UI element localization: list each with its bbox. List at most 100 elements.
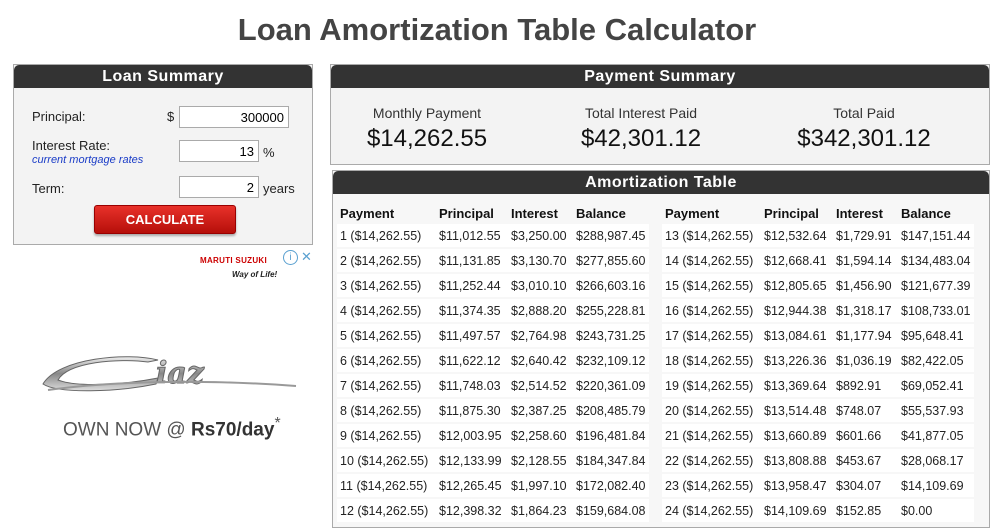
table-row: 14 ($14,262.55) $12,668.41 $1,594.14 $134,4… xyxy=(662,249,974,272)
interest-rate-input[interactable] xyxy=(179,140,259,162)
payment-cell: 17 ($14,262.55) xyxy=(662,324,761,347)
table-row: 8 ($14,262.55) $11,875.30 $2,387.25 $208,48… xyxy=(337,399,649,422)
column-header-balance: Balance xyxy=(576,205,626,221)
payment-cell: 12 ($14,262.55) xyxy=(337,499,436,522)
car-logo-icon: iaz xyxy=(42,356,297,392)
table-row: 18 ($14,262.55) $13,226.36 $1,036.19 $82,42… xyxy=(662,349,974,372)
ad-offer-text: OWN NOW @ Rs70/day* xyxy=(63,415,281,441)
principal-cell: $13,958.47 xyxy=(761,474,833,497)
interest-cell: $892.91 xyxy=(833,374,898,397)
interest-cell: $601.66 xyxy=(833,424,898,447)
loan-summary-heading: Loan Summary xyxy=(14,65,312,88)
table-row: 17 ($14,262.55) $13,084.61 $1,177.94 $95,64… xyxy=(662,324,974,347)
principal-cell: $13,808.88 xyxy=(761,449,833,472)
balance-cell: $134,483.04 xyxy=(898,249,974,272)
table-row: 20 ($14,262.55) $13,514.48 $748.07 $55,537.… xyxy=(662,399,974,422)
balance-cell: $277,855.60 xyxy=(573,249,649,272)
total-paid-label: Total Paid xyxy=(833,105,895,121)
balance-cell: $55,537.93 xyxy=(898,399,974,422)
principal-cell: $12,668.41 xyxy=(761,249,833,272)
principal-cell: $13,369.64 xyxy=(761,374,833,397)
table-row: 15 ($14,262.55) $12,805.65 $1,456.90 $121,6… xyxy=(662,274,974,297)
table-row: 6 ($14,262.55) $11,622.12 $2,640.42 $232,10… xyxy=(337,349,649,372)
payment-cell: 7 ($14,262.55) xyxy=(337,374,436,397)
payment-cell: 23 ($14,262.55) xyxy=(662,474,761,497)
column-header-interest: Interest xyxy=(836,205,883,221)
amortization-table-right: Payment Principal Interest Balance 13 ($… xyxy=(662,202,974,524)
principal-cell: $12,003.95 xyxy=(436,424,508,447)
principal-input[interactable] xyxy=(179,106,289,128)
payment-cell: 13 ($14,262.55) xyxy=(662,224,761,247)
principal-cell: $12,398.32 xyxy=(436,499,508,522)
table-row: 22 ($14,262.55) $13,808.88 $453.67 $28,068.… xyxy=(662,449,974,472)
interest-cell: $1,318.17 xyxy=(833,299,898,322)
interest-rate-label: Interest Rate: xyxy=(32,138,111,153)
table-row: 12 ($14,262.55) $12,398.32 $1,864.23 $159,6… xyxy=(337,499,649,522)
current-mortgage-rates-link[interactable]: current mortgage rates xyxy=(32,154,144,166)
interest-cell: $1,997.10 xyxy=(508,474,573,497)
table-row: 23 ($14,262.55) $13,958.47 $304.07 $14,109.… xyxy=(662,474,974,497)
monthly-payment-label: Monthly Payment xyxy=(372,105,482,121)
column-header-payment: Payment xyxy=(340,205,395,221)
loan-summary-panel: Loan Summary Principal: $ Interest Rate:… xyxy=(13,64,313,245)
payment-cell: 5 ($14,262.55) xyxy=(337,324,436,347)
total-interest-label: Total Interest Paid xyxy=(584,105,698,121)
payment-cell: 16 ($14,262.55) xyxy=(662,299,761,322)
balance-cell: $208,485.79 xyxy=(573,399,649,422)
balance-cell: $41,877.05 xyxy=(898,424,974,447)
table-row: 9 ($14,262.55) $12,003.95 $2,258.60 $196,48… xyxy=(337,424,649,447)
total-interest-value: $42,301.12 xyxy=(580,125,702,152)
principal-cell: $11,131.85 xyxy=(436,249,508,272)
principal-cell: $12,805.65 xyxy=(761,274,833,297)
principal-cell: $11,497.57 xyxy=(436,324,508,347)
interest-cell: $3,130.70 xyxy=(508,249,573,272)
interest-cell: $453.67 xyxy=(833,449,898,472)
payment-summary-heading: Payment Summary xyxy=(331,65,989,88)
principal-cell: $12,532.64 xyxy=(761,224,833,247)
ad-info-icon[interactable]: i xyxy=(283,250,298,265)
column-header-interest: Interest xyxy=(511,205,558,221)
interest-unit: % xyxy=(263,145,275,160)
table-row: 11 ($14,262.55) $12,265.45 $1,997.10 $172,0… xyxy=(337,474,649,497)
term-input[interactable] xyxy=(179,176,259,198)
ad-offer-prefix: OWN NOW @ xyxy=(63,419,191,441)
interest-cell: $2,258.60 xyxy=(508,424,573,447)
payment-cell: 9 ($14,262.55) xyxy=(337,424,436,447)
payment-cell: 20 ($14,262.55) xyxy=(662,399,761,422)
balance-cell: $288,987.45 xyxy=(573,224,649,247)
principal-cell: $14,109.69 xyxy=(761,499,833,522)
ad-close-icon[interactable]: ✕ xyxy=(301,249,312,264)
interest-cell: $3,010.10 xyxy=(508,274,573,297)
table-row: 3 ($14,262.55) $11,252.44 $3,010.10 $266,60… xyxy=(337,274,649,297)
page-title: Loan Amortization Table Calculator xyxy=(237,12,757,47)
amortization-table-left: Payment Principal Interest Balance 1 ($1… xyxy=(337,202,649,524)
ad-offer-asterisk: * xyxy=(274,415,281,432)
total-paid-value: $342,301.12 xyxy=(797,125,931,152)
payment-cell: 15 ($14,262.55) xyxy=(662,274,761,297)
principal-cell: $11,252.44 xyxy=(436,274,508,297)
amortization-panel: Amortization Table Payment Principal Int… xyxy=(332,170,990,528)
principal-cell: $11,748.03 xyxy=(436,374,508,397)
principal-label: Principal: xyxy=(32,109,86,124)
payment-cell: 4 ($14,262.55) xyxy=(337,299,436,322)
calculate-button[interactable]: CALCULATE xyxy=(94,205,236,234)
table-row: 19 ($14,262.55) $13,369.64 $892.91 $69,052.… xyxy=(662,374,974,397)
payment-cell: 2 ($14,262.55) xyxy=(337,249,436,272)
svg-text:iaz: iaz xyxy=(156,356,205,391)
payment-cell: 3 ($14,262.55) xyxy=(337,274,436,297)
balance-cell: $266,603.16 xyxy=(573,274,649,297)
interest-cell: $1,864.23 xyxy=(508,499,573,522)
balance-cell: $95,648.41 xyxy=(898,324,974,347)
interest-cell: $748.07 xyxy=(833,399,898,422)
interest-cell: $2,888.20 xyxy=(508,299,573,322)
balance-cell: $108,733.01 xyxy=(898,299,974,322)
interest-cell: $2,764.98 xyxy=(508,324,573,347)
payment-cell: 1 ($14,262.55) xyxy=(337,224,436,247)
principal-cell: $12,133.99 xyxy=(436,449,508,472)
principal-cell: $12,265.45 xyxy=(436,474,508,497)
balance-cell: $82,422.05 xyxy=(898,349,974,372)
table-row: 2 ($14,262.55) $11,131.85 $3,130.70 $277,85… xyxy=(337,249,649,272)
interest-cell: $1,729.91 xyxy=(833,224,898,247)
total-interest-stat: Total Interest Paid $42,301.12 xyxy=(531,105,751,153)
interest-cell: $1,456.90 xyxy=(833,274,898,297)
